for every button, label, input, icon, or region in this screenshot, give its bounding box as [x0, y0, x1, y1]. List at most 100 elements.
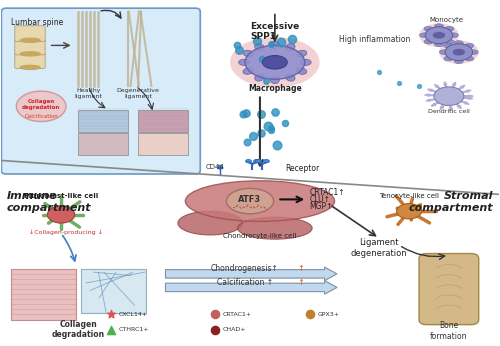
- Point: [306, 312, 314, 317]
- Ellipse shape: [465, 43, 474, 48]
- Ellipse shape: [296, 50, 307, 57]
- Ellipse shape: [434, 87, 464, 106]
- Ellipse shape: [286, 44, 295, 51]
- Text: Immune
compartment: Immune compartment: [6, 191, 91, 212]
- Text: Calcification: Calcification: [24, 114, 58, 119]
- Ellipse shape: [439, 40, 478, 64]
- Ellipse shape: [452, 49, 465, 56]
- Ellipse shape: [286, 74, 295, 81]
- FancyArrow shape: [440, 103, 445, 110]
- Text: Degenerative
ligament: Degenerative ligament: [116, 88, 160, 99]
- Ellipse shape: [445, 26, 454, 31]
- Point: [211, 312, 219, 317]
- Ellipse shape: [262, 56, 287, 69]
- Ellipse shape: [445, 39, 454, 44]
- Ellipse shape: [296, 68, 307, 74]
- Point: [258, 130, 266, 136]
- Ellipse shape: [48, 206, 74, 223]
- Ellipse shape: [20, 38, 40, 42]
- Text: Monocyte: Monocyte: [430, 17, 464, 22]
- Point: [268, 125, 276, 131]
- Text: Macrophage: Macrophage: [248, 84, 302, 93]
- Point: [281, 120, 289, 126]
- Ellipse shape: [470, 50, 478, 55]
- Point: [270, 109, 278, 115]
- Point: [240, 111, 248, 117]
- Text: Collagen
degradation: Collagen degradation: [52, 320, 105, 339]
- Text: Excessive
SPP1: Excessive SPP1: [250, 22, 299, 41]
- Ellipse shape: [270, 76, 280, 84]
- Text: ↑: ↑: [297, 278, 304, 287]
- FancyBboxPatch shape: [15, 39, 45, 55]
- FancyArrow shape: [426, 98, 438, 101]
- Ellipse shape: [238, 217, 312, 239]
- Ellipse shape: [434, 42, 444, 47]
- FancyArrow shape: [444, 82, 447, 89]
- Text: CRTAC1↑: CRTAC1↑: [310, 188, 346, 197]
- Text: ↓Collagen-producing ↓: ↓Collagen-producing ↓: [29, 230, 103, 235]
- Ellipse shape: [440, 50, 448, 55]
- Text: CTHRC1+: CTHRC1+: [118, 327, 148, 332]
- Ellipse shape: [245, 45, 304, 79]
- Ellipse shape: [243, 68, 254, 74]
- Point: [234, 47, 242, 53]
- Ellipse shape: [243, 50, 254, 57]
- Ellipse shape: [270, 41, 280, 48]
- Bar: [81, 269, 146, 313]
- Ellipse shape: [444, 43, 453, 48]
- FancyBboxPatch shape: [419, 254, 478, 325]
- Point: [395, 80, 403, 85]
- FancyArrow shape: [456, 85, 465, 91]
- Point: [243, 139, 251, 145]
- Point: [267, 41, 275, 47]
- Ellipse shape: [454, 59, 464, 64]
- Point: [211, 327, 219, 333]
- Point: [258, 56, 266, 62]
- FancyArrow shape: [449, 103, 452, 111]
- Ellipse shape: [445, 44, 472, 61]
- Text: Fibroblast-like cell: Fibroblast-like cell: [24, 193, 98, 199]
- FancyArrow shape: [461, 97, 473, 99]
- Point: [376, 70, 384, 75]
- Bar: [78, 110, 128, 132]
- Text: CD44: CD44: [206, 164, 225, 170]
- Text: Lumbar spine: Lumbar spine: [12, 18, 64, 27]
- Ellipse shape: [396, 204, 421, 219]
- Ellipse shape: [454, 40, 464, 45]
- FancyBboxPatch shape: [2, 8, 200, 174]
- Text: Tenocyte-like cell: Tenocyte-like cell: [379, 193, 439, 199]
- Point: [107, 312, 115, 317]
- Bar: [138, 134, 188, 155]
- Point: [233, 43, 241, 48]
- Point: [267, 127, 275, 132]
- FancyArrow shape: [166, 267, 337, 281]
- Ellipse shape: [186, 181, 334, 221]
- Ellipse shape: [254, 44, 264, 51]
- FancyBboxPatch shape: [15, 53, 45, 69]
- Point: [288, 36, 296, 42]
- Ellipse shape: [300, 59, 311, 65]
- Ellipse shape: [230, 37, 320, 88]
- Ellipse shape: [264, 160, 270, 163]
- Text: ATF3: ATF3: [238, 195, 262, 204]
- Point: [254, 38, 262, 44]
- Ellipse shape: [450, 33, 458, 38]
- Ellipse shape: [20, 65, 40, 70]
- Text: CXCL14+: CXCL14+: [118, 312, 148, 317]
- Bar: [12, 269, 76, 320]
- Ellipse shape: [254, 160, 260, 163]
- Bar: [78, 134, 128, 155]
- Ellipse shape: [465, 56, 474, 61]
- Ellipse shape: [256, 160, 262, 163]
- FancyArrow shape: [459, 100, 469, 104]
- FancyArrow shape: [432, 101, 440, 106]
- Point: [257, 112, 265, 117]
- Text: CLU↑: CLU↑: [310, 195, 330, 204]
- Text: Chondrogenesis↑: Chondrogenesis↑: [211, 264, 279, 273]
- Point: [107, 327, 115, 333]
- Ellipse shape: [254, 74, 264, 81]
- Ellipse shape: [178, 211, 242, 235]
- Bar: [138, 110, 188, 132]
- Point: [262, 78, 270, 83]
- Text: Calcification ↑: Calcification ↑: [217, 278, 273, 287]
